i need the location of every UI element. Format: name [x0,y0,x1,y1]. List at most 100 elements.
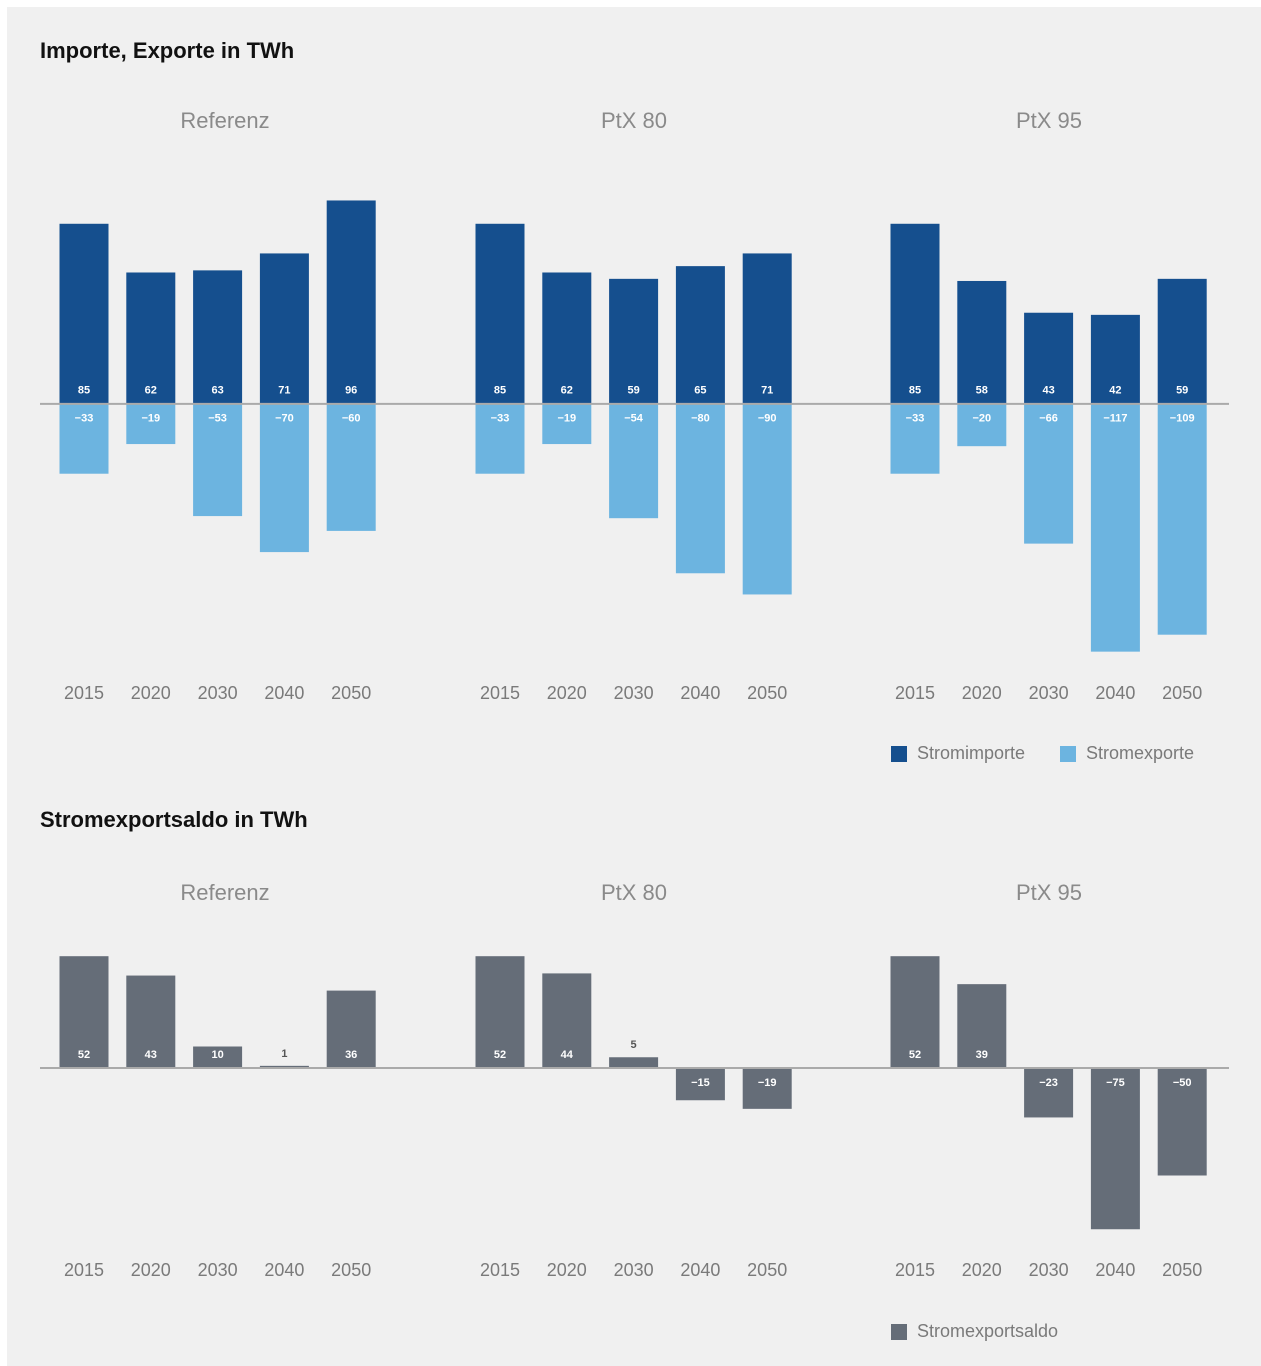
value-label: 65 [694,385,706,397]
value-label: 42 [1109,385,1121,397]
bar [475,223,525,404]
bar [742,1068,792,1109]
bar [609,1057,659,1068]
bar [326,403,376,531]
value-label: −33 [75,413,94,425]
value-label: 62 [561,385,573,397]
value-label: −23 [1039,1077,1058,1089]
bar [259,1065,309,1068]
x-tick-label: 2020 [547,1260,587,1280]
value-label: −54 [624,413,644,425]
value-label: −53 [208,413,227,425]
bar [1157,1068,1207,1176]
legend-label: Stromexporte [1086,743,1194,763]
bar [609,278,659,404]
value-label: 43 [1042,385,1054,397]
legend-swatch [891,1324,907,1340]
x-tick-label: 2030 [1029,1260,1069,1280]
value-label: 52 [78,1049,90,1061]
chart-title: Stromexportsaldo in TWh [40,807,308,832]
value-label: 52 [909,1049,921,1061]
bar [59,403,109,474]
x-tick-label: 2015 [480,1260,520,1280]
panel-title: PtX 95 [1016,880,1082,905]
bar [259,403,309,553]
bar [675,1068,725,1101]
bar [957,403,1007,447]
x-tick-label: 2040 [1095,683,1135,703]
value-label: 71 [278,385,290,397]
panel-title: PtX 80 [601,108,667,133]
value-label: −109 [1170,413,1195,425]
x-tick-label: 2050 [747,1260,787,1280]
bar [675,266,725,404]
value-label: −20 [972,413,991,425]
bar [326,200,376,404]
value-label: 85 [78,385,90,397]
value-label: 85 [494,385,506,397]
bar [1024,312,1074,404]
value-label: −33 [491,413,510,425]
x-tick-label: 2015 [895,1260,935,1280]
bar [59,956,109,1068]
legend-swatch [1060,746,1076,762]
value-label: −19 [758,1077,777,1089]
value-label: 10 [211,1049,223,1061]
value-label: 59 [627,385,639,397]
x-tick-label: 2020 [962,1260,1002,1280]
value-label: −60 [342,413,361,425]
bar [475,956,525,1068]
value-label: 36 [345,1049,357,1061]
background [7,7,1261,1366]
x-tick-label: 2030 [1029,683,1069,703]
x-tick-label: 2040 [264,1260,304,1280]
value-label: −90 [758,413,777,425]
value-label: 1 [281,1048,287,1060]
value-label: 52 [494,1049,506,1061]
bar [326,990,376,1068]
bar [59,223,109,404]
x-tick-label: 2020 [131,683,171,703]
x-tick-label: 2040 [680,683,720,703]
value-label: 58 [976,385,988,397]
value-label: 44 [561,1049,574,1061]
x-tick-label: 2020 [131,1260,171,1280]
x-tick-label: 2050 [1162,1260,1202,1280]
bar [890,956,940,1068]
x-tick-label: 2050 [1162,683,1202,703]
x-tick-label: 2050 [331,1260,371,1280]
legend-label: Stromexportsaldo [917,1321,1058,1341]
value-label: −75 [1106,1077,1125,1089]
bar [957,984,1007,1068]
value-label: 39 [976,1049,988,1061]
bar [259,253,309,404]
bar [475,403,525,474]
legend-swatch [891,746,907,762]
x-tick-label: 2050 [331,683,371,703]
x-tick-label: 2015 [64,1260,104,1280]
x-tick-label: 2040 [680,1260,720,1280]
panel-title: Referenz [180,108,269,133]
bar [742,403,792,595]
x-tick-label: 2030 [614,683,654,703]
bar [675,403,725,574]
bar [1157,278,1207,404]
value-label: −19 [141,413,160,425]
bar [193,270,243,404]
x-tick-label: 2020 [962,683,1002,703]
bar [126,403,176,445]
bar [742,253,792,404]
legend-label: Stromimporte [917,743,1025,763]
x-tick-label: 2030 [198,1260,238,1280]
x-tick-label: 2015 [480,683,520,703]
panel-title: Referenz [180,880,269,905]
bar [890,223,940,404]
chart-title: Importe, Exporte in TWh [40,38,294,63]
value-label: −66 [1039,413,1058,425]
bar [609,403,659,519]
bar [542,272,592,404]
bar [126,272,176,404]
bar [1024,403,1074,544]
